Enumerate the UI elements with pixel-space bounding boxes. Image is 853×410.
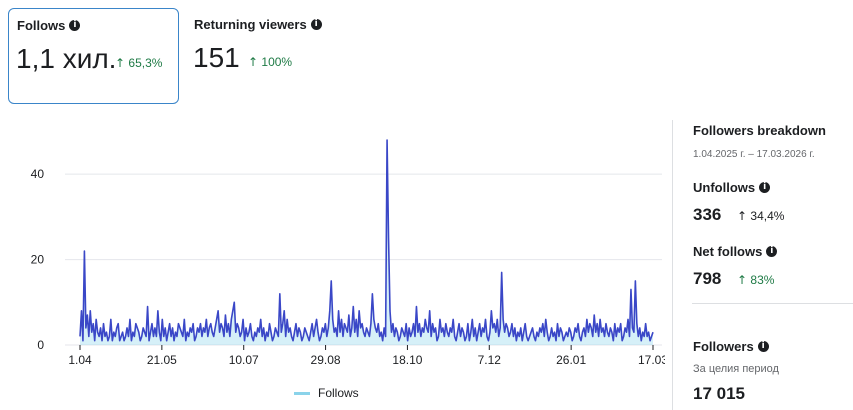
unfollows-title: Unfollows i	[693, 180, 771, 195]
follows-value: 1,1 хил.	[16, 43, 117, 74]
date-range: 1.04.2025 г. – 17.03.2026 г.	[693, 149, 815, 160]
legend-swatch	[294, 391, 310, 395]
y-tick-label: 40	[31, 167, 45, 181]
unfollows-value: 336	[693, 205, 722, 224]
side-panel-separator	[692, 303, 853, 304]
follows-metric-card[interactable]: Follows i 1,1 хил. ↑ 65,3%	[8, 8, 179, 104]
x-tick-label: 17.03	[638, 353, 665, 367]
net-follows-label: Net follows	[693, 244, 763, 259]
follows-title: Follows i	[17, 18, 81, 33]
followers-label: Followers	[693, 339, 754, 354]
followers-period: За целия период	[693, 363, 779, 375]
info-icon[interactable]: i	[69, 20, 81, 31]
legend-label: Follows	[318, 386, 359, 400]
net-follows-delta: ↑ 83%	[737, 273, 774, 287]
followers-breakdown-title: Followers breakdown	[693, 123, 826, 138]
follows-delta-value: 65,3%	[128, 56, 163, 70]
net-follows-title: Net follows i	[693, 244, 778, 259]
x-tick-label: 10.07	[229, 353, 259, 367]
followers-title: Followers i	[693, 339, 769, 354]
follows-series-line	[79, 139, 654, 342]
unfollows-delta-value: 34,4%	[750, 209, 785, 223]
info-icon[interactable]: i	[759, 182, 771, 193]
info-icon[interactable]: i	[757, 341, 769, 352]
net-follows-value: 798	[693, 269, 722, 288]
returning-viewers-delta: ↑ 100%	[248, 55, 292, 69]
arrow-up-icon: ↑	[248, 55, 259, 69]
info-icon[interactable]: i	[310, 19, 322, 30]
follows-line-chart: 0 20 40 1.04 21.05 10.07 29.08 18.10 7.12 26.01 17…	[31, 139, 665, 367]
follows-delta: ↑ 65,3%	[115, 56, 162, 70]
x-tick-label: 1.04	[68, 353, 92, 367]
net-follows-delta-value: 83%	[750, 273, 775, 287]
followers-total-value: 17 015	[693, 384, 745, 403]
unfollows-delta: ↑ 34,4%	[737, 209, 784, 223]
x-tick-label: 29.08	[311, 353, 341, 367]
follows-label: Follows	[17, 18, 66, 33]
x-tick-label: 18.10	[392, 353, 422, 367]
unfollows-label: Unfollows	[693, 180, 756, 195]
returning-viewers-title: Returning viewers i	[194, 17, 322, 32]
side-panel-divider	[672, 120, 673, 410]
arrow-up-icon: ↑	[737, 209, 748, 223]
y-tick-label: 20	[31, 253, 45, 267]
returning-viewers-label: Returning viewers	[194, 17, 307, 32]
info-icon[interactable]: i	[766, 246, 778, 257]
returning-viewers-metric-card[interactable]: Returning viewers i 151 ↑ 100%	[185, 8, 355, 104]
arrow-up-icon: ↑	[115, 56, 126, 70]
chart-legend[interactable]: Follows	[294, 386, 359, 400]
follows-series-area	[80, 140, 653, 345]
x-tick-label: 21.05	[147, 353, 177, 367]
returning-viewers-value: 151	[193, 42, 240, 73]
arrow-up-icon: ↑	[737, 273, 748, 287]
y-tick-label: 0	[37, 338, 44, 352]
x-tick-label: 26.01	[556, 353, 586, 367]
returning-viewers-delta-value: 100%	[261, 55, 293, 69]
x-tick-label: 7.12	[478, 353, 502, 367]
